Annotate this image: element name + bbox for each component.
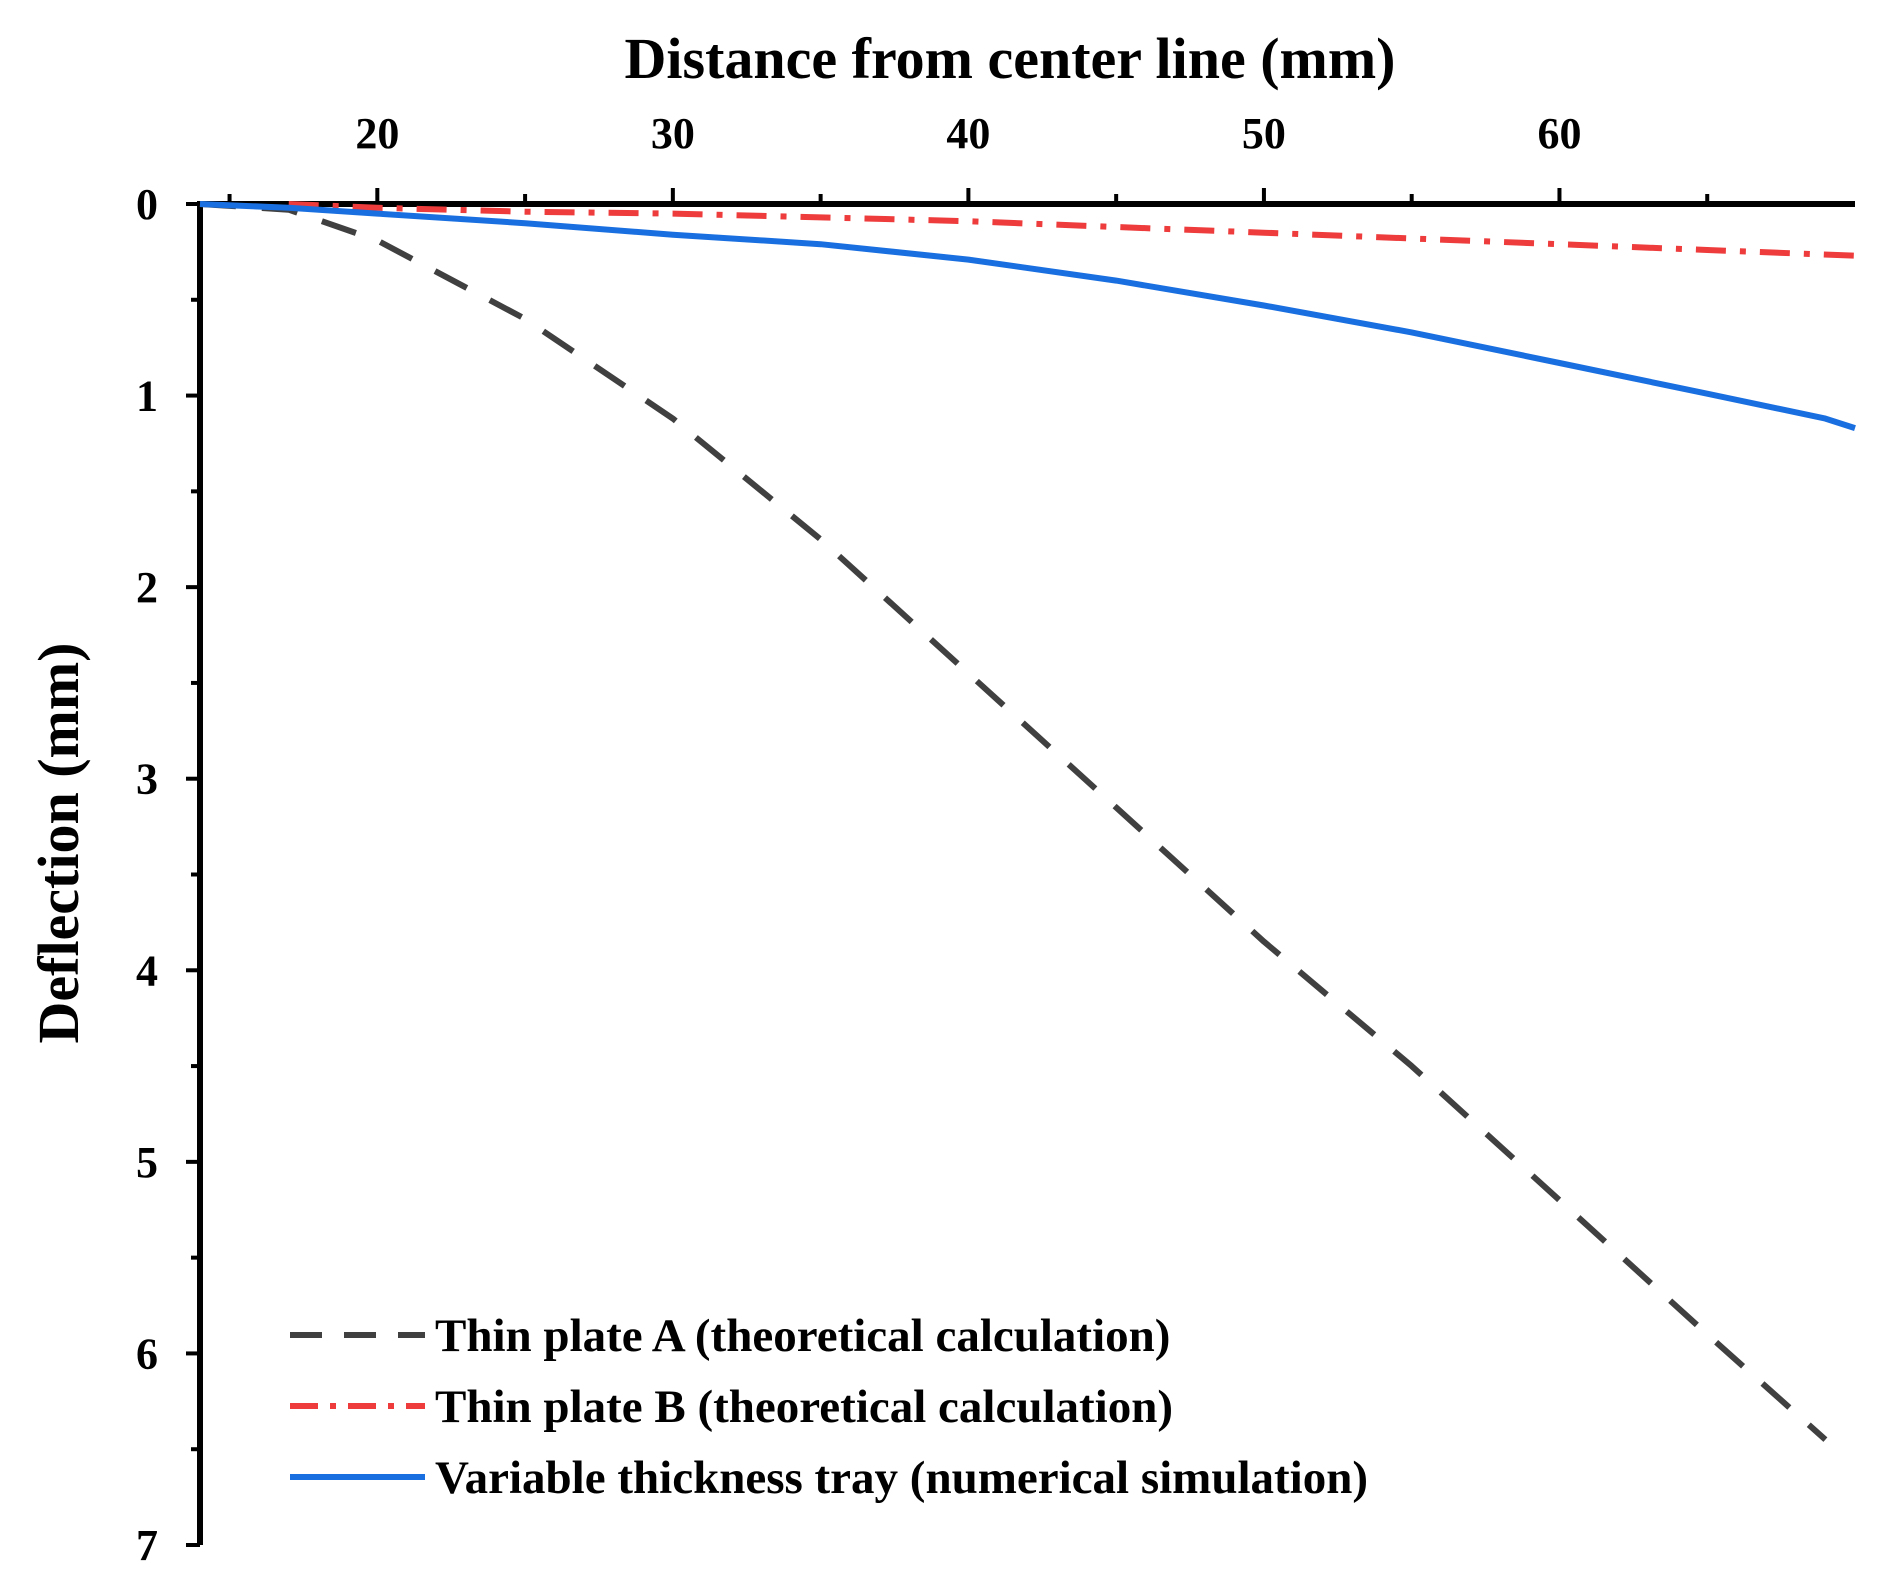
x-tick-label: 40: [946, 109, 990, 158]
x-tick-label: 30: [651, 109, 695, 158]
legend-label-2: Thin plate B (theoretical calculation): [435, 1381, 1173, 1433]
y-tick-label: 0: [136, 180, 158, 229]
axes-group: 20 30 40 50 60 0 1 2 3 4 5 6 7: [136, 109, 1855, 1570]
legend: Thin plate A (theoretical calculation) Th…: [290, 1310, 1368, 1504]
y-tick-label: 7: [136, 1521, 158, 1570]
series-line-3: [199, 201, 1856, 431]
legend-label-3: Variable thickness tray (numerical simul…: [435, 1452, 1368, 1504]
y-tick-label: 3: [136, 755, 158, 804]
series-layer: [199, 201, 1856, 1442]
series-line-1: [199, 201, 1828, 1442]
y-tick-label: 5: [136, 1138, 158, 1187]
series-line-2: [288, 201, 1856, 259]
y-tick-label: 6: [136, 1329, 158, 1378]
y-tick-label: 4: [136, 946, 158, 995]
x-tick-label: 20: [355, 109, 399, 158]
y-tick-label: 1: [136, 372, 158, 421]
y-tick-label: 2: [136, 563, 158, 612]
y-axis-title: Deflection (mm): [26, 643, 91, 1044]
x-axis-title: Distance from center line (mm): [625, 26, 1396, 91]
x-tick-label: 60: [1537, 109, 1581, 158]
legend-label-1: Thin plate A (theoretical calculation): [435, 1310, 1170, 1362]
x-tick-label: 50: [1242, 109, 1286, 158]
